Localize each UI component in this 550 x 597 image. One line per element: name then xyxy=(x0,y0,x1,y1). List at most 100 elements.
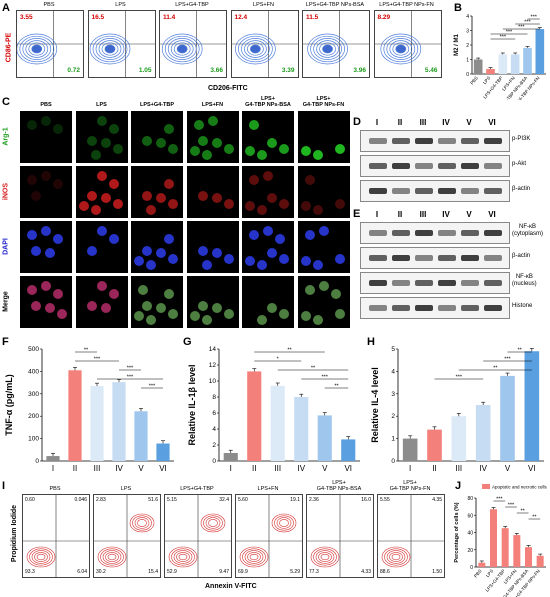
y-tick-label: 100 xyxy=(28,436,39,443)
sig-label: *** xyxy=(127,366,134,372)
band xyxy=(392,163,410,169)
x-tick-label: III xyxy=(94,464,101,473)
x-tick-label: IV xyxy=(297,464,305,473)
cell-spot xyxy=(267,193,277,203)
fluor-image xyxy=(75,166,128,218)
x-tick-label: III xyxy=(455,464,462,473)
flow-i-plot: 2.36 16.0 77.3 4.33 xyxy=(306,494,374,578)
contour-ring xyxy=(276,517,292,529)
band xyxy=(415,138,433,144)
band xyxy=(438,138,456,144)
quadrant-value-lr: 6.04 xyxy=(77,569,87,575)
sig-label: ** xyxy=(518,348,523,354)
cell-spot xyxy=(318,226,329,236)
cell-spot xyxy=(279,144,289,154)
contour-ring xyxy=(379,33,421,65)
cell-spot xyxy=(100,303,111,313)
band xyxy=(484,138,502,144)
panel-label-h: H xyxy=(367,336,375,348)
contour-ring xyxy=(310,546,340,568)
cell-spot xyxy=(211,138,222,148)
x-tick-label: I xyxy=(230,464,232,473)
flow-a-lr-value: 3.39 xyxy=(281,67,295,74)
cell-spot xyxy=(168,199,178,209)
contour-ring xyxy=(315,550,335,564)
fluor-row-label: DAPI xyxy=(2,238,10,255)
lane-label: V xyxy=(466,118,472,127)
flow-i-title: LPS+G4-TBP xyxy=(180,486,214,492)
band xyxy=(438,230,456,236)
cell-spot xyxy=(304,230,315,240)
fluor-image xyxy=(186,221,239,273)
y-tick-label: 60 xyxy=(467,513,473,519)
cell-spot xyxy=(134,311,144,321)
contour-ring xyxy=(242,548,266,566)
cell-spot xyxy=(263,171,273,181)
sig-label: *** xyxy=(524,20,531,26)
x-tick-label: PBS xyxy=(473,568,483,578)
sig-label: *** xyxy=(127,375,134,381)
cell-spot xyxy=(156,193,166,203)
cell-spot xyxy=(312,150,323,160)
cell-spot xyxy=(86,246,97,256)
y-tick-label: 400 xyxy=(28,368,39,375)
bar xyxy=(317,415,332,461)
bar xyxy=(501,528,509,567)
y-tick-label: 4 xyxy=(391,368,395,375)
quadrant-value-ul: 0.60 xyxy=(25,497,35,503)
cell-spot xyxy=(108,179,119,189)
fluor-col-title: LPS+ G4-TBP NPs-FN xyxy=(302,96,345,108)
flow-a-lr-value: 0.72 xyxy=(67,67,80,74)
panel-a: CD86-PE CD206-FITC PBS 3.55 0.72 LPS 16.5 1.0… xyxy=(0,0,450,95)
band xyxy=(415,230,433,236)
fluor-image xyxy=(131,276,183,328)
y-tick-label: 0 xyxy=(212,458,216,465)
bar xyxy=(156,443,170,461)
bar xyxy=(478,562,486,567)
legend-swatch xyxy=(482,484,490,489)
legend-label: Apoptotic and necrotic cells xyxy=(492,485,548,490)
band xyxy=(369,188,387,194)
sig-label: ** xyxy=(84,348,89,354)
cell-spot xyxy=(41,171,51,181)
cell-spot xyxy=(275,234,285,244)
quadrant-value-ur: 16.0 xyxy=(361,497,371,503)
lane-label: VI xyxy=(488,210,496,219)
y-tick-label: 12 xyxy=(209,362,217,369)
contour-ring xyxy=(101,42,118,56)
flow-a-ul-value: 3.55 xyxy=(20,14,33,21)
band xyxy=(369,280,387,286)
band xyxy=(369,255,387,261)
y-tick-label: 0 xyxy=(466,72,469,78)
y-tick-label: 40 xyxy=(467,531,473,537)
cell-spot xyxy=(201,315,212,325)
panel-label-b: B xyxy=(454,2,462,14)
contour-ring xyxy=(19,35,55,63)
cell-spot xyxy=(249,120,259,130)
contour-ring xyxy=(385,38,415,60)
contour-ring xyxy=(92,35,127,63)
contour-ring xyxy=(316,40,339,58)
band xyxy=(438,280,456,286)
cell-spot xyxy=(164,124,174,134)
cell-spot xyxy=(27,175,37,185)
contour-ring xyxy=(382,35,418,63)
bar xyxy=(341,439,356,461)
contour-ring xyxy=(246,42,264,56)
contour-ring xyxy=(164,35,200,63)
fluor-image xyxy=(297,166,350,218)
bar xyxy=(402,438,418,461)
bar xyxy=(451,416,467,461)
contour-ring xyxy=(205,517,221,529)
band xyxy=(461,138,479,144)
quadrant-value-ll: 88.6 xyxy=(380,569,390,575)
lane-label: III xyxy=(419,210,427,219)
band xyxy=(461,163,479,169)
y-tick-label: 0 xyxy=(391,458,395,465)
flow-a-title: LPS+FN xyxy=(253,2,274,8)
contour-ring xyxy=(100,548,124,566)
contour-ring xyxy=(173,42,191,56)
x-tick-label: III xyxy=(274,464,281,473)
x-tick-label: V xyxy=(138,464,144,473)
contour-ring xyxy=(173,550,193,564)
